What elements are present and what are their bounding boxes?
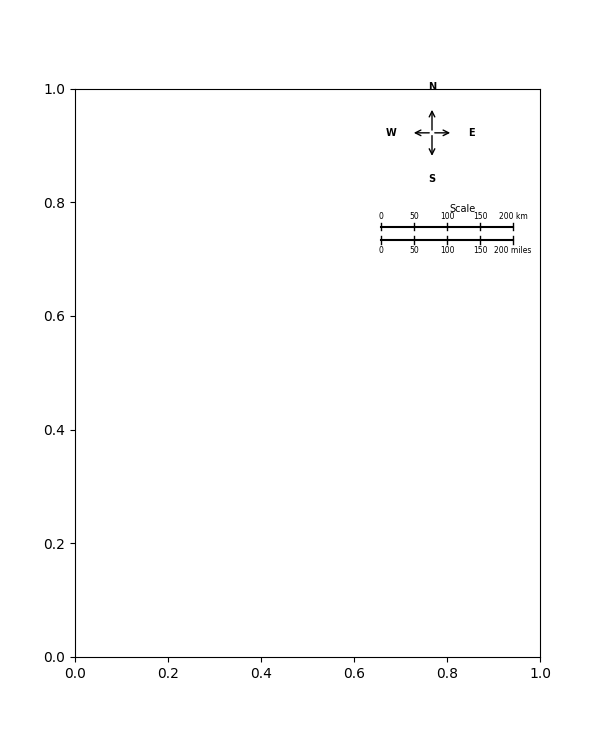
- Text: 50: 50: [409, 213, 419, 221]
- Text: N: N: [428, 81, 436, 92]
- Text: 200 miles: 200 miles: [494, 246, 532, 255]
- Text: S: S: [428, 174, 436, 184]
- Text: 0: 0: [379, 246, 383, 255]
- Text: 100: 100: [440, 213, 454, 221]
- Text: 150: 150: [473, 246, 487, 255]
- Text: 150: 150: [473, 213, 487, 221]
- Text: 0: 0: [379, 213, 383, 221]
- Text: 100: 100: [440, 246, 454, 255]
- Text: E: E: [468, 128, 475, 138]
- Text: W: W: [386, 128, 397, 138]
- Text: 50: 50: [409, 246, 419, 255]
- Text: 200 km: 200 km: [499, 213, 527, 221]
- Text: Scale: Scale: [449, 204, 475, 214]
